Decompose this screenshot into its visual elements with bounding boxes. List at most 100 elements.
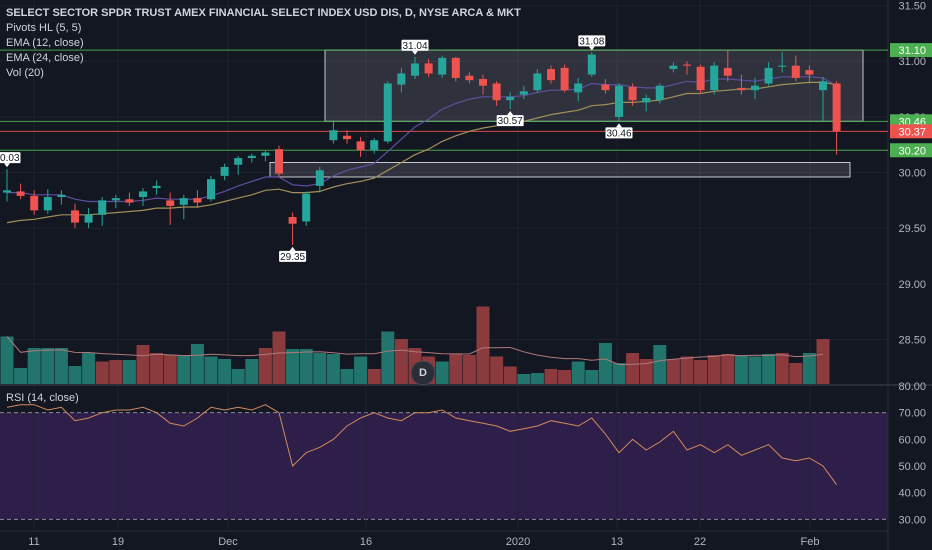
candle-layer[interactable] bbox=[3, 50, 841, 245]
candle[interactable] bbox=[723, 50, 732, 82]
volume-bar bbox=[449, 354, 463, 384]
candle[interactable] bbox=[465, 72, 474, 84]
candle[interactable] bbox=[370, 138, 379, 154]
volume-bar bbox=[639, 359, 653, 384]
candle[interactable] bbox=[397, 67, 406, 93]
candle-body bbox=[492, 83, 501, 101]
rsi-legend[interactable]: RSI (14, close) bbox=[6, 392, 79, 404]
candle[interactable] bbox=[411, 56, 419, 80]
candle[interactable] bbox=[57, 190, 66, 205]
time-tick-label: Feb bbox=[801, 536, 820, 548]
volume-bar bbox=[802, 353, 816, 384]
dividend-event-badge[interactable]: D bbox=[411, 361, 435, 385]
candle[interactable] bbox=[519, 85, 528, 100]
volume-bar bbox=[394, 339, 408, 384]
candle[interactable] bbox=[778, 52, 787, 73]
candle[interactable] bbox=[642, 94, 651, 112]
candle[interactable] bbox=[683, 61, 691, 75]
candle[interactable] bbox=[764, 62, 773, 86]
candle-body bbox=[438, 57, 447, 75]
volume-bar bbox=[95, 361, 109, 384]
candle[interactable] bbox=[628, 83, 637, 106]
candle[interactable] bbox=[506, 92, 515, 110]
candle[interactable] bbox=[587, 52, 596, 77]
candle-body bbox=[533, 73, 542, 91]
pivot-label-text: 31.04 bbox=[402, 41, 427, 52]
volume-bar bbox=[721, 354, 735, 384]
symbol-title[interactable]: SELECT SECTOR SPDR TRUST AMEX FINANCIAL … bbox=[6, 7, 521, 19]
candle[interactable] bbox=[533, 69, 542, 93]
candle[interactable] bbox=[16, 183, 25, 200]
candle-body bbox=[764, 67, 773, 84]
candle[interactable] bbox=[84, 208, 93, 229]
candle[interactable] bbox=[3, 169, 11, 202]
candle[interactable] bbox=[111, 194, 120, 209]
ema24-line bbox=[6, 81, 837, 224]
candle[interactable] bbox=[343, 130, 351, 144]
candle[interactable] bbox=[655, 83, 664, 104]
candle[interactable] bbox=[574, 77, 583, 102]
candle[interactable] bbox=[819, 76, 827, 122]
price-level-tag-box bbox=[890, 124, 932, 139]
candle[interactable] bbox=[479, 74, 487, 95]
candle[interactable] bbox=[696, 64, 705, 94]
candle[interactable] bbox=[832, 81, 841, 155]
candle[interactable] bbox=[315, 166, 324, 193]
candle-body bbox=[683, 64, 691, 66]
candle[interactable] bbox=[615, 83, 623, 122]
candle[interactable] bbox=[261, 150, 270, 162]
candle[interactable] bbox=[751, 77, 759, 100]
volume-bar bbox=[286, 349, 300, 384]
candle[interactable] bbox=[438, 55, 447, 78]
candle[interactable] bbox=[71, 203, 79, 229]
candle[interactable] bbox=[329, 120, 338, 144]
candle[interactable] bbox=[43, 189, 52, 214]
candle[interactable] bbox=[424, 58, 433, 77]
candle[interactable] bbox=[179, 194, 188, 220]
candle[interactable] bbox=[166, 192, 175, 225]
candle[interactable] bbox=[601, 79, 610, 94]
indicator-ema12[interactable]: EMA (12, close) bbox=[6, 37, 84, 49]
candle-body bbox=[84, 214, 93, 223]
candle[interactable] bbox=[220, 163, 229, 181]
volume-bar bbox=[462, 355, 476, 384]
candle[interactable] bbox=[547, 65, 555, 84]
indicator-volume[interactable]: Vol (20) bbox=[6, 67, 44, 79]
candle[interactable] bbox=[669, 62, 678, 73]
candle-body bbox=[655, 85, 664, 101]
candle[interactable] bbox=[302, 191, 311, 226]
candle[interactable] bbox=[356, 136, 365, 157]
candle[interactable] bbox=[492, 81, 501, 106]
candle[interactable] bbox=[805, 65, 814, 84]
candle[interactable] bbox=[560, 64, 569, 93]
indicator-pivots[interactable]: Pivots HL (5, 5) bbox=[6, 22, 82, 34]
candle[interactable] bbox=[234, 155, 243, 175]
candle[interactable] bbox=[247, 153, 256, 163]
pivot-label-box bbox=[0, 152, 21, 164]
candle[interactable] bbox=[383, 81, 392, 144]
candle[interactable] bbox=[152, 180, 161, 195]
candle[interactable] bbox=[737, 74, 746, 95]
candle[interactable] bbox=[275, 145, 283, 177]
volume-bar bbox=[558, 370, 572, 384]
candle[interactable] bbox=[288, 212, 297, 245]
candle-body bbox=[288, 217, 297, 224]
price-tick-label: 31.00 bbox=[898, 56, 926, 68]
volume-bar bbox=[571, 361, 585, 384]
candle-body bbox=[669, 65, 678, 70]
candle[interactable] bbox=[791, 55, 800, 82]
candle[interactable] bbox=[98, 197, 107, 226]
candle[interactable] bbox=[125, 192, 134, 206]
candle[interactable] bbox=[207, 175, 215, 202]
candle[interactable] bbox=[451, 56, 460, 82]
candle-body bbox=[465, 75, 474, 81]
rsi-tick-label: 70.00 bbox=[898, 408, 926, 420]
candle[interactable] bbox=[30, 190, 39, 215]
candle[interactable] bbox=[193, 190, 202, 209]
indicator-ema24[interactable]: EMA (24, close) bbox=[6, 52, 84, 64]
candle[interactable] bbox=[710, 62, 719, 95]
zone-gap-zone bbox=[269, 162, 851, 178]
candle[interactable] bbox=[139, 188, 147, 206]
price-tick-label: 30.00 bbox=[898, 168, 926, 180]
